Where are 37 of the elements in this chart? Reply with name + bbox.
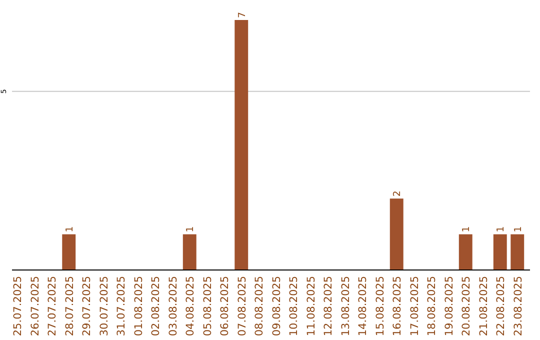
x-tick-label: 13.08.2025 [340,276,352,336]
x-tick-label: 03.08.2025 [167,276,180,336]
x-tick-label: 16.08.2025 [392,276,404,336]
x-tick-label: 28.07.2025 [64,276,76,336]
x-tick-label: 19.08.2025 [443,276,456,336]
data-label: 1 [512,226,524,232]
x-tick-label: 12.08.2025 [322,276,335,336]
x-tick-label: 11.08.2025 [305,276,318,336]
x-tick-label: 26.07.2025 [29,276,42,336]
x-tick-label: 22.08.2025 [495,276,508,336]
x-tick-label: 05.08.2025 [202,276,214,336]
x-tick-label: 30.07.2025 [98,276,110,336]
x-tick-label: 31.07.2025 [116,276,128,336]
x-tick-label: 17.08.2025 [408,276,421,336]
x-tick-label: 27.07.2025 [46,276,59,336]
x-tick-label: 25.07.2025 [12,276,24,336]
data-label: 2 [392,190,404,197]
data-label: 7 [236,12,248,18]
x-tick-label: 04.08.2025 [184,276,197,336]
x-tick-label: 15.08.2025 [374,276,386,336]
x-tick-label: 09.08.2025 [270,276,283,336]
x-tick-label: 10.08.2025 [288,276,300,336]
x-tick-label: 07.08.2025 [236,276,248,336]
x-tick-label: 14.08.2025 [357,276,370,336]
x-tick-label: 06.08.2025 [219,276,232,336]
x-tick-label: 29.07.2025 [81,276,94,336]
x-tick-label: 02.08.2025 [150,276,162,336]
x-tick-label: 01.08.2025 [132,276,145,336]
data-label: 1 [185,226,196,232]
x-tick-label: 08.08.2025 [254,276,266,336]
x-tick-label: 18.08.2025 [426,276,438,336]
data-label: 1 [461,226,472,232]
x-tick-label: 23.08.2025 [512,276,524,336]
x-tick-label: 20.08.2025 [460,276,473,336]
data-label: 1 [64,226,76,232]
x-tick-label: 21.08.2025 [478,276,490,336]
data-label: 1 [496,226,507,232]
